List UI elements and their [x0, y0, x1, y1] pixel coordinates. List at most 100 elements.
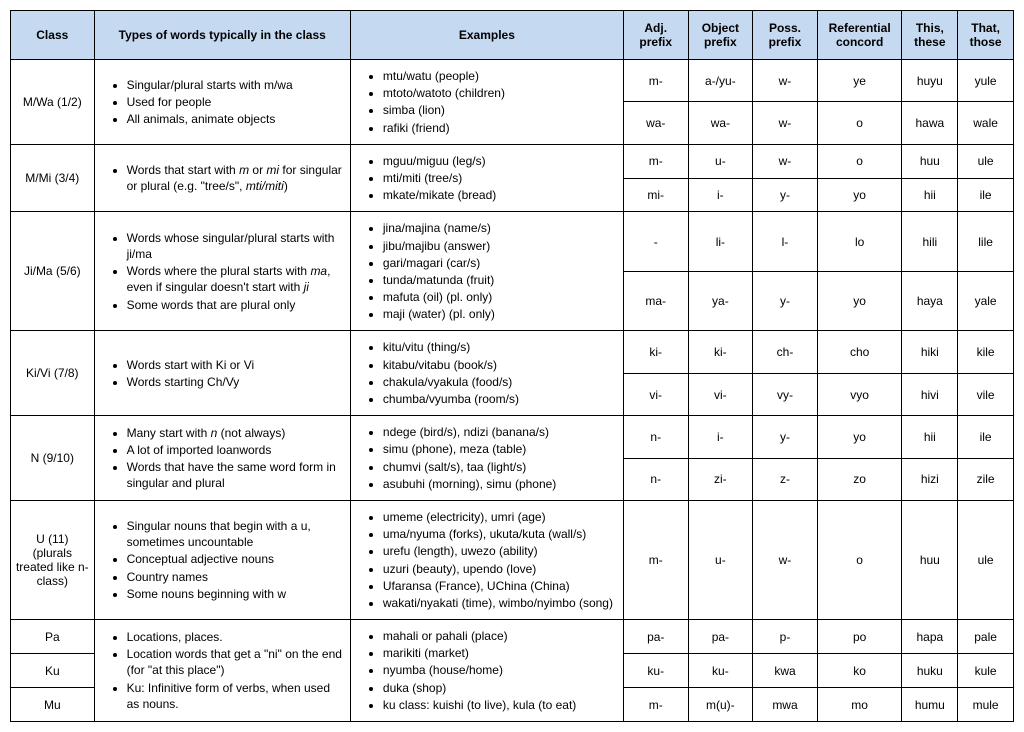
adj-prefix: m-	[623, 60, 688, 102]
adj-prefix: n-	[623, 458, 688, 500]
ref-concord: cho	[817, 331, 902, 373]
poss-prefix: p-	[753, 620, 818, 654]
obj-prefix: u-	[688, 144, 753, 178]
class-label: M/Wa (1/2)	[11, 60, 95, 145]
obj-prefix: i-	[688, 416, 753, 458]
ref-concord: o	[817, 102, 902, 144]
examples-cell: kitu/vitu (thing/s)kitabu/vitabu (book/s…	[350, 331, 623, 416]
examples-cell: mtu/watu (people)mtoto/watoto (children)…	[350, 60, 623, 145]
that-those: yule	[958, 60, 1014, 102]
adj-prefix: ki-	[623, 331, 688, 373]
this-these: humu	[902, 688, 958, 722]
poss-prefix: l-	[753, 212, 818, 272]
that-those: zile	[958, 458, 1014, 500]
class-label: U (11) (plurals treated like n-class)	[11, 500, 95, 619]
types-cell: Locations, places.Location words that ge…	[94, 620, 350, 722]
that-those: kile	[958, 331, 1014, 373]
poss-prefix: y-	[753, 178, 818, 212]
table-row: N (9/10)Many start with n (not always)A …	[11, 416, 1014, 458]
obj-prefix: ki-	[688, 331, 753, 373]
this-these: hizi	[902, 458, 958, 500]
adj-prefix: m-	[623, 500, 688, 619]
types-cell: Singular/plural starts with m/waUsed for…	[94, 60, 350, 145]
that-those: ile	[958, 416, 1014, 458]
examples-cell: jina/majina (name/s)jibu/majibu (answer)…	[350, 212, 623, 331]
header-this: This, these	[902, 11, 958, 60]
that-those: vile	[958, 373, 1014, 415]
poss-prefix: y-	[753, 416, 818, 458]
types-cell: Singular nouns that begin with a u, some…	[94, 500, 350, 619]
this-these: hapa	[902, 620, 958, 654]
adj-prefix: ku-	[623, 654, 688, 688]
adj-prefix: mi-	[623, 178, 688, 212]
header-that: That, those	[958, 11, 1014, 60]
ref-concord: zo	[817, 458, 902, 500]
table-row: M/Mi (3/4)Words that start with m or mi …	[11, 144, 1014, 178]
this-these: hii	[902, 178, 958, 212]
this-these: hii	[902, 416, 958, 458]
adj-prefix: ma-	[623, 271, 688, 331]
noun-class-table: Class Types of words typically in the cl…	[10, 10, 1014, 722]
this-these: haya	[902, 271, 958, 331]
this-these: huku	[902, 654, 958, 688]
header-adj: Adj. prefix	[623, 11, 688, 60]
class-label: Ki/Vi (7/8)	[11, 331, 95, 416]
ref-concord: vyo	[817, 373, 902, 415]
header-obj: Object prefix	[688, 11, 753, 60]
class-label: Mu	[11, 688, 95, 722]
header-ref: Referential concord	[817, 11, 902, 60]
obj-prefix: u-	[688, 500, 753, 619]
obj-prefix: i-	[688, 178, 753, 212]
types-cell: Words start with Ki or ViWords starting …	[94, 331, 350, 416]
poss-prefix: y-	[753, 271, 818, 331]
header-examples: Examples	[350, 11, 623, 60]
obj-prefix: a-/yu-	[688, 60, 753, 102]
that-those: mule	[958, 688, 1014, 722]
adj-prefix: n-	[623, 416, 688, 458]
examples-cell: umeme (electricity), umri (age)uma/nyuma…	[350, 500, 623, 619]
examples-cell: mguu/miguu (leg/s)mti/miti (tree/s)mkate…	[350, 144, 623, 212]
class-label: M/Mi (3/4)	[11, 144, 95, 212]
adj-prefix: m-	[623, 144, 688, 178]
examples-cell: mahali or pahali (place)marikiti (market…	[350, 620, 623, 722]
that-those: yale	[958, 271, 1014, 331]
table-row: Ki/Vi (7/8)Words start with Ki or ViWord…	[11, 331, 1014, 373]
ref-concord: po	[817, 620, 902, 654]
ref-concord: yo	[817, 271, 902, 331]
types-cell: Words whose singular/plural starts with …	[94, 212, 350, 331]
ref-concord: lo	[817, 212, 902, 272]
class-label: Ku	[11, 654, 95, 688]
table-row: U (11) (plurals treated like n-class)Sin…	[11, 500, 1014, 619]
class-label: Ji/Ma (5/6)	[11, 212, 95, 331]
this-these: hivi	[902, 373, 958, 415]
header-poss: Poss. prefix	[753, 11, 818, 60]
obj-prefix: ya-	[688, 271, 753, 331]
obj-prefix: li-	[688, 212, 753, 272]
ref-concord: ko	[817, 654, 902, 688]
examples-cell: ndege (bird/s), ndizi (banana/s)simu (ph…	[350, 416, 623, 501]
ref-concord: yo	[817, 416, 902, 458]
that-those: ule	[958, 144, 1014, 178]
types-cell: Many start with n (not always)A lot of i…	[94, 416, 350, 501]
ref-concord: yo	[817, 178, 902, 212]
obj-prefix: wa-	[688, 102, 753, 144]
ref-concord: mo	[817, 688, 902, 722]
header-row: Class Types of words typically in the cl…	[11, 11, 1014, 60]
adj-prefix: m-	[623, 688, 688, 722]
class-label: Pa	[11, 620, 95, 654]
adj-prefix: -	[623, 212, 688, 272]
types-cell: Words that start with m or mi for singul…	[94, 144, 350, 212]
this-these: huyu	[902, 60, 958, 102]
this-these: hawa	[902, 102, 958, 144]
header-types: Types of words typically in the class	[94, 11, 350, 60]
poss-prefix: w-	[753, 500, 818, 619]
ref-concord: o	[817, 144, 902, 178]
obj-prefix: vi-	[688, 373, 753, 415]
poss-prefix: mwa	[753, 688, 818, 722]
class-label: N (9/10)	[11, 416, 95, 501]
this-these: huu	[902, 144, 958, 178]
ref-concord: ye	[817, 60, 902, 102]
obj-prefix: zi-	[688, 458, 753, 500]
table-row: Ji/Ma (5/6)Words whose singular/plural s…	[11, 212, 1014, 272]
poss-prefix: z-	[753, 458, 818, 500]
